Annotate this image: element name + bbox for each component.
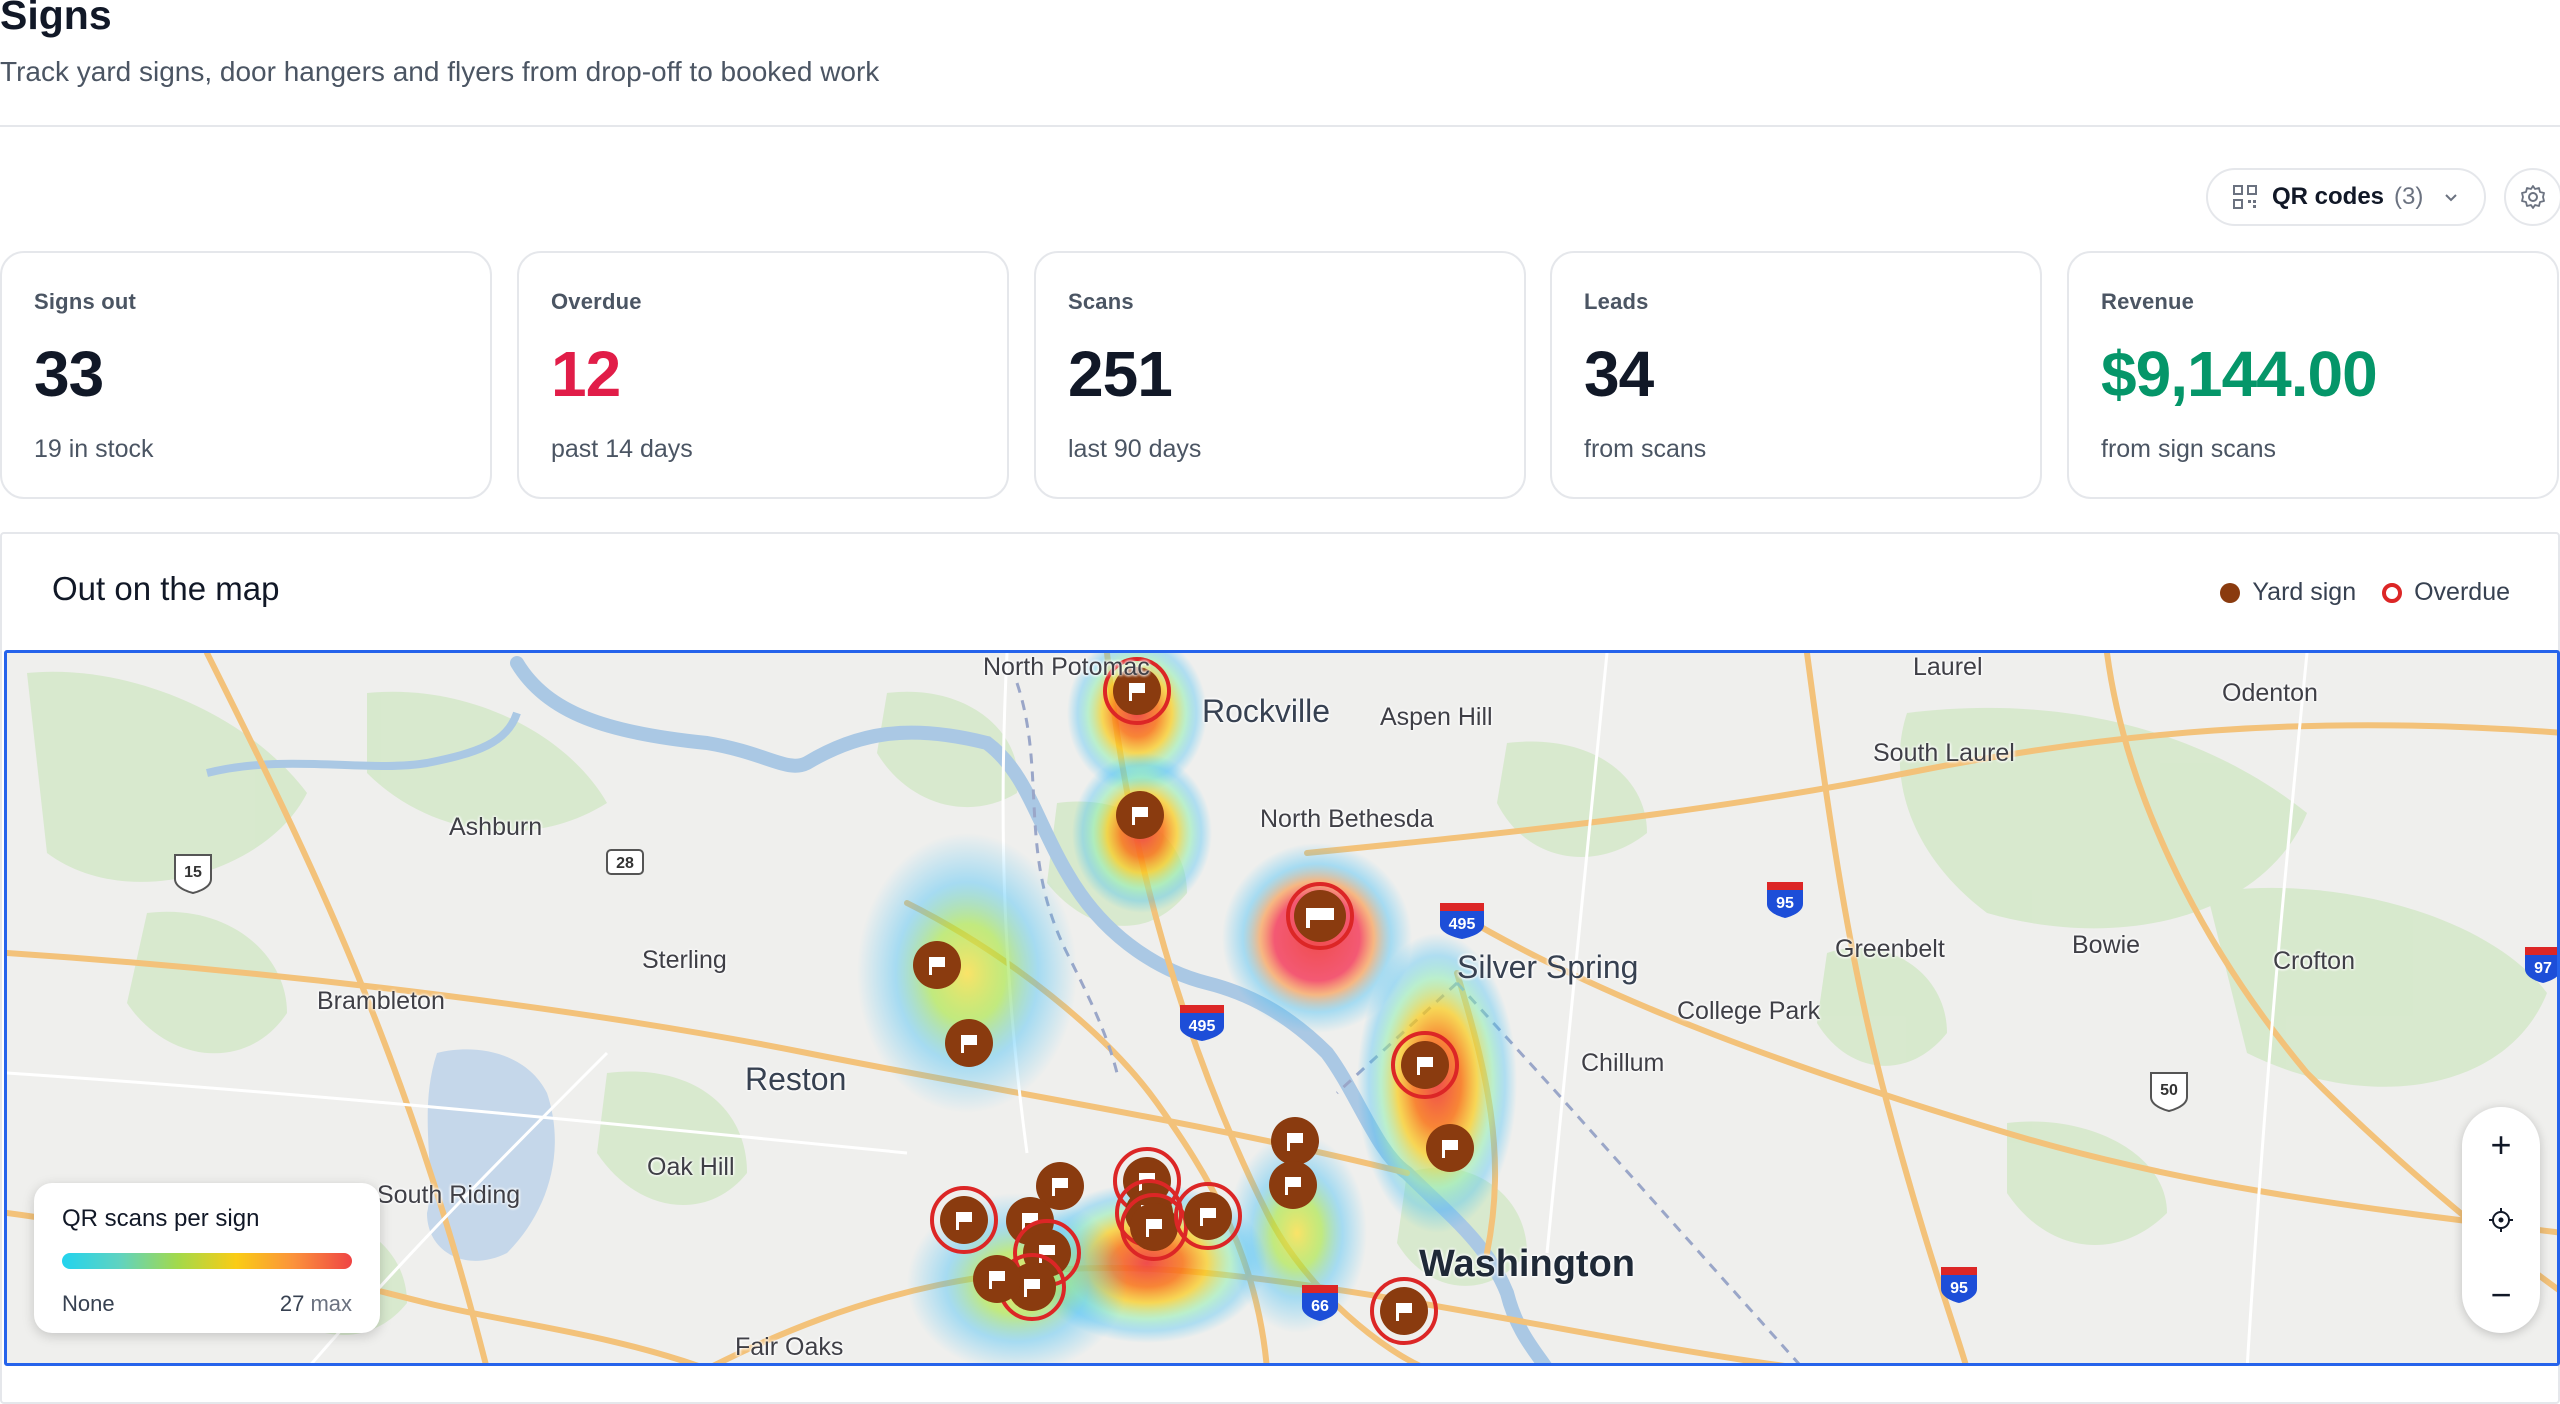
place-bowie: Bowie <box>2072 931 2141 959</box>
place-north-bethesda: North Bethesda <box>1260 805 1434 833</box>
place-south-laurel: South Laurel <box>1873 739 2015 767</box>
map-zoom-controls: + − <box>2462 1107 2540 1333</box>
scale-max-suffix: max <box>310 1291 352 1316</box>
shield-15: 15 <box>184 864 202 881</box>
stat-card-revenue: Revenue $9,144.00 from sign scans <box>2067 251 2559 499</box>
stat-label: Signs out <box>34 289 137 314</box>
qr-codes-label: QR codes <box>2272 183 2385 210</box>
place-ashburn: Ashburn <box>449 813 543 841</box>
place-crofton: Crofton <box>2273 947 2355 975</box>
place-greenbelt: Greenbelt <box>1835 935 1945 963</box>
stat-value: $9,144.00 <box>2101 338 2378 410</box>
qr-scans-scale-legend: QR scans per sign None 27 max <box>34 1183 380 1333</box>
locate-button[interactable] <box>2471 1190 2531 1250</box>
legend-overdue-label: Overdue <box>2414 578 2510 606</box>
stat-sub: past 14 days <box>551 435 693 463</box>
stat-label: Overdue <box>551 289 642 314</box>
yard-sign-dot-icon <box>2220 582 2241 603</box>
place-washington: Washington <box>1419 1243 1635 1285</box>
stat-label: Leads <box>1584 289 1649 314</box>
shield-95-south: 95 <box>1950 1280 1968 1297</box>
place-rockville: Rockville <box>1202 693 1331 729</box>
overdue-ring-icon <box>2382 582 2403 603</box>
scale-max-value: 27 <box>279 1291 305 1316</box>
stat-value: 251 <box>1068 338 1173 410</box>
settings-button[interactable] <box>2504 168 2560 226</box>
stat-card-scans: Scans 251 last 90 days <box>1034 251 1526 499</box>
map-card: Out on the map Yard sign Overdue <box>0 532 2560 1404</box>
place-odenton: Odenton <box>2222 679 2318 707</box>
stat-sub: from scans <box>1584 435 1707 463</box>
page-title: Signs <box>0 0 112 38</box>
place-fair-oaks: Fair Oaks <box>735 1333 844 1361</box>
stat-label: Revenue <box>2101 289 2195 314</box>
place-brambleton: Brambleton <box>317 987 445 1015</box>
zoom-in-button[interactable]: + <box>2490 1123 2512 1165</box>
chevron-down-icon <box>2445 194 2457 202</box>
shield-95-north: 95 <box>1776 895 1794 912</box>
stat-value: 33 <box>34 338 104 410</box>
stat-sub: last 90 days <box>1068 435 1202 463</box>
place-aspen-hill: Aspen Hill <box>1380 703 1493 731</box>
place-college-park: College Park <box>1677 997 1821 1025</box>
crosshair-icon <box>2489 1207 2513 1232</box>
stat-value: 34 <box>1584 338 1654 410</box>
map-legend: Yard sign Overdue <box>2220 578 2510 607</box>
place-sterling: Sterling <box>642 946 727 974</box>
legend-overdue: Overdue <box>2382 578 2510 607</box>
map-base: 15 28 495 95 495 97 50 66 95 <box>7 653 2557 1363</box>
qr-codes-dropdown[interactable]: QR codes (3) <box>2206 168 2486 226</box>
shield-50: 50 <box>2160 1082 2178 1099</box>
gear-icon <box>2521 185 2545 209</box>
shield-495-south: 495 <box>1189 1018 1216 1035</box>
stat-sub: 19 in stock <box>34 435 154 463</box>
stat-value: 12 <box>551 338 621 410</box>
place-north-potomac: North Potomac <box>983 653 1150 681</box>
sign-markers <box>913 657 1474 1345</box>
scale-min-label: None <box>62 1291 115 1316</box>
legend-yard-sign-label: Yard sign <box>2252 578 2357 606</box>
place-silver-spring: Silver Spring <box>1457 949 1639 985</box>
stat-label: Scans <box>1068 289 1134 314</box>
qr-codes-count: (3) <box>2394 183 2424 210</box>
place-laurel: Laurel <box>1913 653 1983 681</box>
stat-card-overdue: Overdue 12 past 14 days <box>517 251 1009 499</box>
place-south-riding: South Riding <box>377 1181 521 1209</box>
place-reston: Reston <box>745 1061 847 1097</box>
legend-yard-sign: Yard sign <box>2220 578 2356 607</box>
stat-card-signs-out: Signs out 33 19 in stock <box>0 251 492 499</box>
scale-legend-title: QR scans per sign <box>62 1205 260 1232</box>
shield-495-north: 495 <box>1449 916 1476 933</box>
shield-97: 97 <box>2534 960 2552 977</box>
place-oak-hill: Oak Hill <box>647 1153 735 1181</box>
map-title: Out on the map <box>52 570 280 607</box>
scale-gradient-bar <box>62 1253 352 1269</box>
place-chillum: Chillum <box>1581 1049 1665 1077</box>
map-canvas[interactable]: 15 28 495 95 495 97 50 66 95 North Potom… <box>4 650 2560 1366</box>
zoom-out-button[interactable]: − <box>2490 1274 2512 1316</box>
header-divider <box>0 125 2560 127</box>
stat-sub: from sign scans <box>2101 435 2277 463</box>
page-subtitle: Track yard signs, door hangers and flyer… <box>0 56 880 87</box>
scale-max-label: 27 max <box>280 1291 352 1317</box>
shield-28: 28 <box>616 855 634 872</box>
stat-card-leads: Leads 34 from scans <box>1550 251 2042 499</box>
shield-66: 66 <box>1311 1298 1329 1315</box>
qr-code-icon <box>2233 185 2257 209</box>
